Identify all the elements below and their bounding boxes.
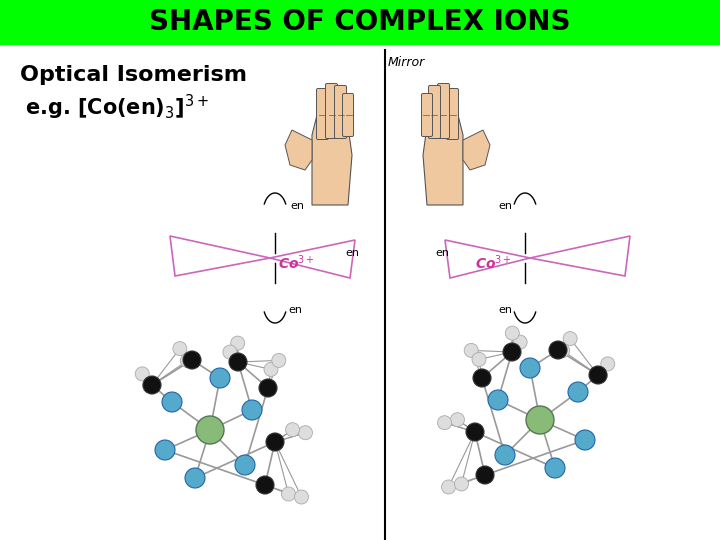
Text: en: en xyxy=(498,305,512,315)
Circle shape xyxy=(454,477,469,491)
Circle shape xyxy=(259,379,277,397)
Circle shape xyxy=(135,367,149,381)
FancyBboxPatch shape xyxy=(446,89,459,139)
Circle shape xyxy=(173,342,187,356)
Circle shape xyxy=(264,362,278,376)
FancyBboxPatch shape xyxy=(428,85,441,138)
Circle shape xyxy=(520,358,540,378)
Polygon shape xyxy=(423,90,463,205)
Text: Co$^{3+}$: Co$^{3+}$ xyxy=(475,254,512,272)
Circle shape xyxy=(545,458,565,478)
Circle shape xyxy=(589,366,607,384)
Circle shape xyxy=(575,430,595,450)
Polygon shape xyxy=(312,90,352,205)
Circle shape xyxy=(476,466,494,484)
Circle shape xyxy=(464,343,478,357)
Circle shape xyxy=(256,476,274,494)
Circle shape xyxy=(472,353,486,367)
Circle shape xyxy=(162,392,182,412)
Circle shape xyxy=(549,341,567,359)
Text: SHAPES OF COMPLEX IONS: SHAPES OF COMPLEX IONS xyxy=(149,8,571,36)
Circle shape xyxy=(183,351,201,369)
Circle shape xyxy=(466,423,484,441)
Circle shape xyxy=(299,426,312,440)
Polygon shape xyxy=(285,130,312,170)
Circle shape xyxy=(593,369,607,383)
Circle shape xyxy=(513,335,527,349)
Text: Optical Isomerism: Optical Isomerism xyxy=(20,65,247,85)
Circle shape xyxy=(271,353,286,367)
Circle shape xyxy=(441,480,456,494)
Circle shape xyxy=(451,413,464,427)
Circle shape xyxy=(488,390,508,410)
Circle shape xyxy=(235,455,255,475)
FancyBboxPatch shape xyxy=(317,89,328,139)
Bar xyxy=(0,0,720,45)
Circle shape xyxy=(196,416,224,444)
Circle shape xyxy=(568,382,588,402)
Circle shape xyxy=(242,400,262,420)
Circle shape xyxy=(143,376,161,394)
Circle shape xyxy=(438,416,451,430)
Circle shape xyxy=(155,440,175,460)
Circle shape xyxy=(563,332,577,346)
Circle shape xyxy=(266,433,284,451)
FancyBboxPatch shape xyxy=(438,84,449,138)
Circle shape xyxy=(185,468,205,488)
Circle shape xyxy=(526,406,554,434)
Text: en: en xyxy=(345,248,359,258)
Circle shape xyxy=(282,487,295,501)
Circle shape xyxy=(495,445,515,465)
FancyBboxPatch shape xyxy=(325,84,338,138)
Circle shape xyxy=(503,343,521,361)
Polygon shape xyxy=(463,130,490,170)
Circle shape xyxy=(210,368,230,388)
FancyBboxPatch shape xyxy=(421,93,433,137)
FancyBboxPatch shape xyxy=(335,85,346,138)
Circle shape xyxy=(223,345,237,359)
Text: Mirror: Mirror xyxy=(388,56,426,69)
Circle shape xyxy=(143,379,157,393)
Text: en: en xyxy=(435,248,449,258)
FancyBboxPatch shape xyxy=(343,93,354,137)
Circle shape xyxy=(286,423,300,437)
Circle shape xyxy=(505,326,519,340)
Circle shape xyxy=(230,336,245,350)
Circle shape xyxy=(473,369,491,387)
Text: Co$^{3+}$: Co$^{3+}$ xyxy=(278,254,315,272)
Text: en: en xyxy=(290,201,304,211)
Circle shape xyxy=(180,354,194,368)
Circle shape xyxy=(229,353,247,371)
Text: en: en xyxy=(498,201,512,211)
Text: e.g. [Co(en)$_3$]$^{3+}$: e.g. [Co(en)$_3$]$^{3+}$ xyxy=(25,92,209,122)
Circle shape xyxy=(556,343,570,357)
Circle shape xyxy=(600,357,615,371)
Text: en: en xyxy=(288,305,302,315)
Circle shape xyxy=(294,490,308,504)
